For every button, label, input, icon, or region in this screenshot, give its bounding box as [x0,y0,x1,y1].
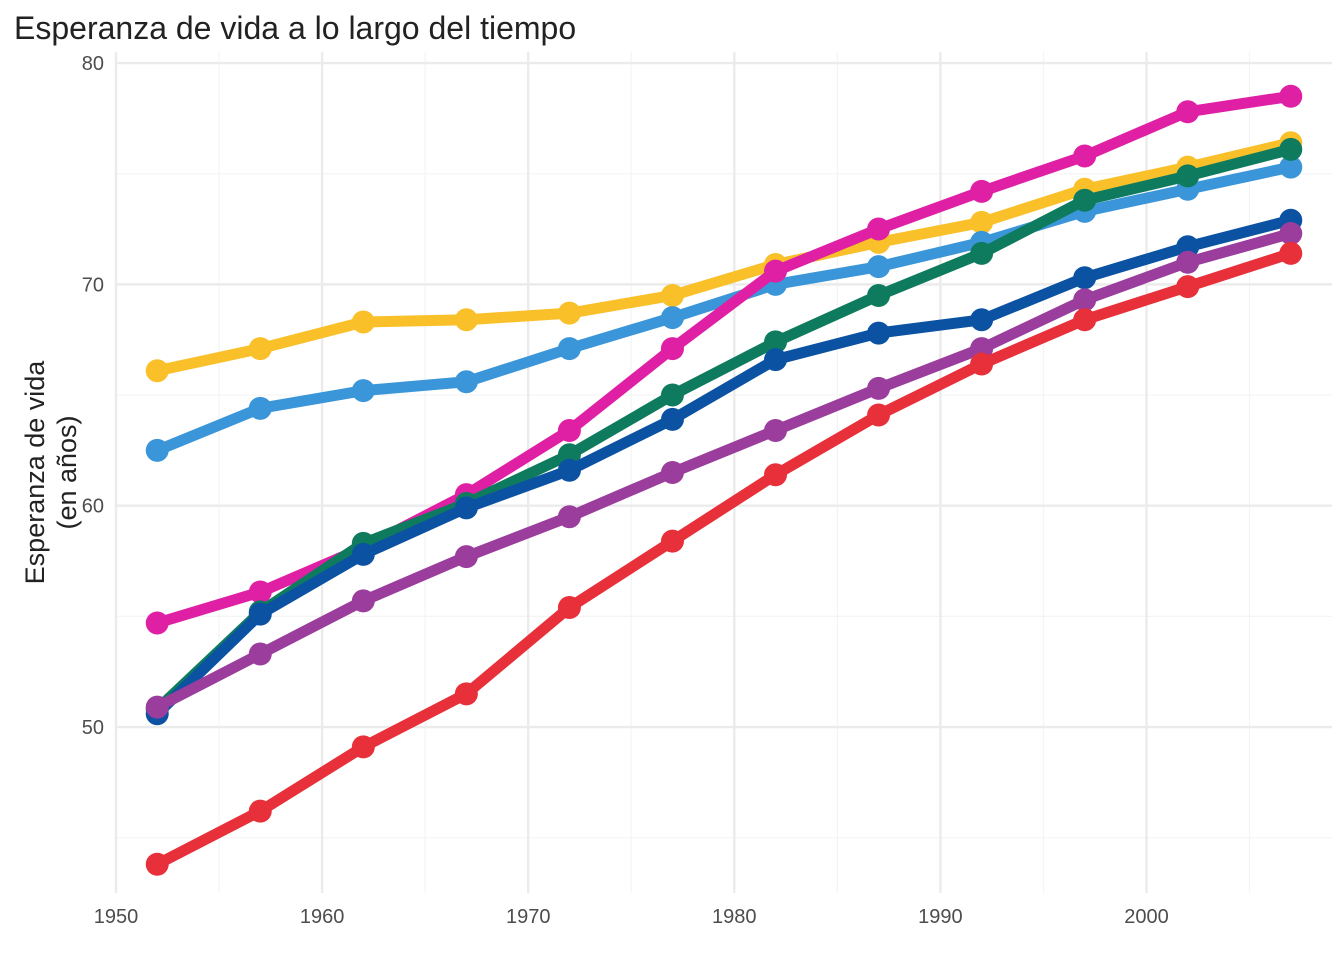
series-line [151,137,1297,377]
data-point [557,301,581,325]
data-point [660,306,684,330]
data-point [867,283,891,307]
axis-ticks: 50 60 70 80 1950 1960 1970 1980 1990 2000 [82,53,1169,928]
y-tick-label: 50 [82,717,104,739]
data-point [145,695,169,719]
data-point [660,461,684,484]
data-point [454,308,478,332]
data-point [970,308,994,332]
data-point [1279,221,1303,245]
data-point [970,179,994,203]
data-point [248,799,272,823]
data-point [1176,275,1200,299]
data-point [454,682,478,706]
data-point [867,255,891,279]
data-point [1073,288,1097,312]
data-point [660,407,684,431]
y-tick-label: 70 [82,274,104,296]
data-point [660,337,684,361]
data-point [454,370,478,394]
data-point [145,359,169,383]
data-point [557,418,581,442]
data-point [1279,84,1303,108]
chart-title: Esperanza de vida a lo largo del tiempo [14,10,577,46]
data-point [557,458,581,482]
data-point [867,376,891,400]
data-point [248,396,272,420]
data-point [248,580,272,604]
data-point [557,505,581,529]
data-point [970,241,994,265]
data-point [1073,308,1097,332]
series-line [151,90,1297,629]
data-point [764,330,788,354]
y-tick-label: 80 [82,53,104,75]
data-point [145,611,169,635]
x-tick-label: 1950 [94,906,139,928]
data-point [145,852,169,876]
series-line [151,227,1297,713]
data-point [1176,250,1200,274]
series-line [151,214,1297,720]
data-point [970,210,994,234]
x-tick-label: 2000 [1124,906,1169,928]
series-0 [145,131,1303,383]
data-point [1176,164,1200,188]
data-point [1073,188,1097,212]
data-point [248,642,272,666]
data-point [248,337,272,361]
data-point [454,496,478,520]
series-6 [145,241,1303,876]
data-point [764,348,788,372]
series-3 [145,137,1303,721]
series-lines [145,84,1303,876]
data-point [1073,144,1097,168]
data-point [660,283,684,307]
data-point [557,596,581,620]
data-point [660,529,684,553]
x-tick-label: 1970 [506,906,551,928]
data-point [867,217,891,241]
data-point [351,589,375,613]
data-point [970,352,994,376]
data-point [1279,155,1303,179]
data-point [1279,137,1303,161]
data-point [660,383,684,407]
data-point [867,321,891,345]
series-line [151,161,1297,456]
y-axis-title-line-1: Esperanza de vida [20,360,50,585]
y-tick-label: 60 [82,496,104,518]
data-point [351,310,375,334]
data-point [351,542,375,566]
series-4 [145,208,1303,726]
data-point [351,735,375,759]
data-point [764,259,788,283]
data-point [867,403,891,427]
x-tick-label: 1980 [712,906,757,928]
data-point [764,418,788,442]
data-point [145,438,169,462]
series-5 [145,221,1303,719]
x-tick-label: 1990 [918,906,963,928]
series-2 [145,84,1303,635]
data-point [764,463,788,487]
data-point [1176,100,1200,124]
x-tick-label: 1960 [300,906,345,928]
y-axis-title-line-2: (en años) [52,415,82,529]
data-point [351,379,375,403]
data-point [557,337,581,361]
series-line [151,247,1297,870]
data-point [1073,266,1097,290]
data-point [1279,241,1303,265]
data-point [248,602,272,626]
data-point [454,545,478,569]
series-line [151,143,1297,715]
